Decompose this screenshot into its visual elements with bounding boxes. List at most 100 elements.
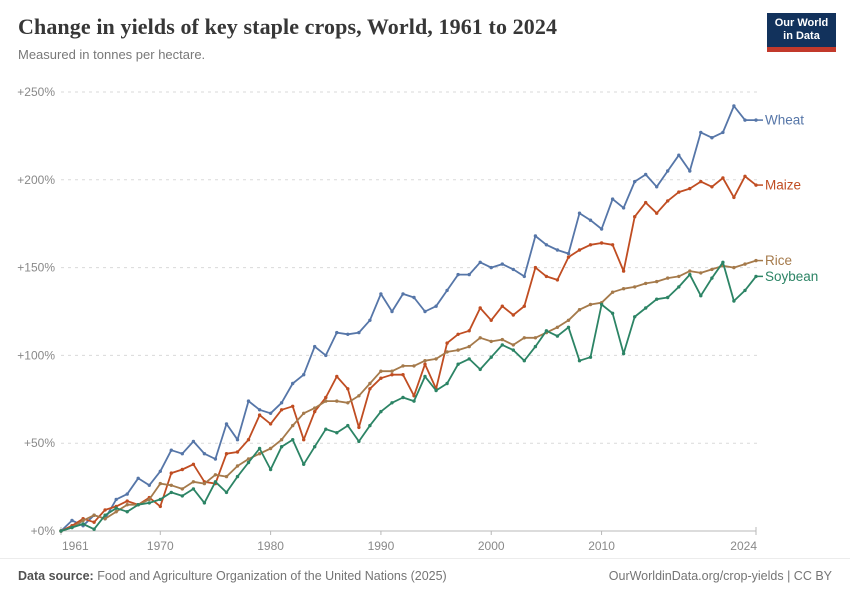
maize-point (467, 329, 471, 333)
soybean-point (721, 260, 725, 264)
maize-line[interactable] (60, 175, 757, 532)
soybean-point (390, 401, 394, 405)
maize-point (180, 467, 184, 472)
maize-point (555, 278, 560, 282)
soybean-point (81, 522, 85, 526)
soybean-point (533, 344, 538, 349)
rice-point (279, 438, 284, 442)
rice-point (732, 265, 736, 270)
rice-point (147, 497, 151, 502)
wheat-point (235, 438, 240, 442)
soybean-point (92, 527, 96, 531)
soybean-point (257, 446, 262, 451)
wheat-point (213, 457, 218, 461)
maize-point (710, 185, 714, 189)
owid-logo[interactable]: Our World in Data (767, 13, 836, 52)
soybean-point (621, 351, 626, 356)
soybean-label[interactable]: Soybean (765, 269, 818, 284)
rice-point (357, 394, 361, 398)
maize-series[interactable]: Maize (59, 174, 801, 533)
maize-point (677, 190, 681, 194)
rice-point (688, 269, 692, 273)
rice-point (379, 369, 383, 373)
wheat-point (147, 483, 151, 487)
rice-point (191, 480, 196, 484)
maize-point (302, 438, 306, 442)
soybean-point (324, 427, 328, 431)
rice-point (81, 518, 85, 523)
wheat-point (434, 304, 438, 308)
maize-point (566, 255, 571, 259)
maize-point (158, 504, 162, 509)
soybean-point (610, 311, 615, 315)
wheat-point (743, 118, 747, 122)
soybean-point (202, 501, 207, 505)
rice-label[interactable]: Rice (765, 253, 792, 268)
wheat-point (180, 452, 184, 456)
maize-point (235, 450, 240, 454)
wheat-point (710, 136, 714, 140)
wheat-label[interactable]: Wheat (765, 113, 804, 128)
wheat-point (721, 130, 725, 135)
soybean-point (357, 439, 361, 444)
maize-point (368, 387, 372, 391)
footer-link[interactable]: OurWorldinData.org/crop-yields | CC BY (608, 569, 832, 583)
wheat-line[interactable] (60, 105, 757, 532)
soybean-point (136, 503, 140, 507)
soybean-point (754, 274, 758, 279)
wheat-point (688, 169, 692, 173)
maize-point (533, 265, 538, 270)
rice-point (445, 350, 449, 354)
maize-point (291, 404, 295, 408)
chart-footer: Data source: Food and Agriculture Organi… (0, 558, 850, 600)
rice-point (158, 481, 162, 486)
maize-point (412, 394, 416, 398)
soybean-point (313, 445, 317, 449)
wheat-point (246, 399, 251, 403)
wheat-point (268, 411, 273, 415)
wheat-point (621, 206, 626, 210)
wheat-point (191, 439, 196, 444)
soybean-point (633, 315, 637, 319)
soybean-point (169, 490, 173, 495)
rice-point (224, 474, 229, 479)
wheat-point (445, 288, 449, 293)
rice-point (169, 483, 173, 487)
wheat-point (577, 211, 582, 215)
soybean-line[interactable] (60, 261, 757, 532)
wheat-point (456, 272, 460, 277)
x-axis-tick-label: 2024 (730, 539, 757, 553)
rice-point (644, 281, 648, 286)
wheat-point (644, 172, 648, 177)
wheat-series[interactable]: Wheat (59, 104, 804, 533)
maize-point (511, 313, 515, 317)
rice-point (743, 262, 747, 266)
maize-point (324, 395, 328, 400)
soybean-point (423, 374, 427, 379)
soybean-point (655, 297, 659, 301)
maize-point (743, 174, 747, 178)
soybean-point (699, 294, 703, 298)
rice-series[interactable]: Rice (59, 253, 792, 533)
wheat-point (158, 469, 162, 473)
rice-point (423, 359, 427, 363)
soybean-series[interactable]: Soybean (59, 260, 818, 533)
rice-point (202, 481, 207, 486)
rice-point (114, 510, 118, 514)
maize-label[interactable]: Maize (765, 178, 801, 193)
wheat-point (533, 234, 538, 238)
rice-point (291, 423, 295, 428)
x-axis-tick-label: 2010 (588, 539, 615, 553)
wheat-point (522, 274, 526, 279)
wheat-point (412, 295, 416, 300)
maize-point (268, 422, 273, 426)
rice-line[interactable] (60, 259, 757, 532)
soybean-point (434, 388, 438, 393)
maize-point (456, 332, 460, 336)
soybean-point (114, 506, 118, 510)
rice-point (456, 348, 460, 352)
rice-point (710, 267, 714, 272)
soybean-point (268, 467, 273, 472)
wheat-point (313, 344, 317, 349)
wheat-point (401, 292, 405, 296)
